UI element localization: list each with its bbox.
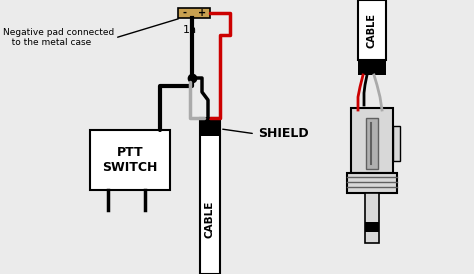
Text: +: + xyxy=(198,8,206,18)
Text: -: - xyxy=(183,8,187,18)
Text: 1n: 1n xyxy=(183,25,197,35)
Text: SHIELD: SHIELD xyxy=(258,127,309,140)
Bar xyxy=(200,118,220,274)
Text: CABLE: CABLE xyxy=(205,201,215,238)
Bar xyxy=(347,173,397,193)
Bar xyxy=(365,193,379,243)
Bar xyxy=(358,60,386,75)
Bar xyxy=(351,108,393,173)
Bar xyxy=(200,118,220,136)
Text: CABLE: CABLE xyxy=(367,13,377,47)
Bar xyxy=(365,222,379,232)
Bar xyxy=(393,126,400,161)
Bar xyxy=(178,8,210,18)
Bar xyxy=(366,118,378,169)
Text: Negative pad connected
   to the metal case: Negative pad connected to the metal case xyxy=(3,28,114,47)
Bar xyxy=(90,130,170,190)
Text: PTT
SWITCH: PTT SWITCH xyxy=(102,146,158,174)
Bar xyxy=(358,0,386,60)
